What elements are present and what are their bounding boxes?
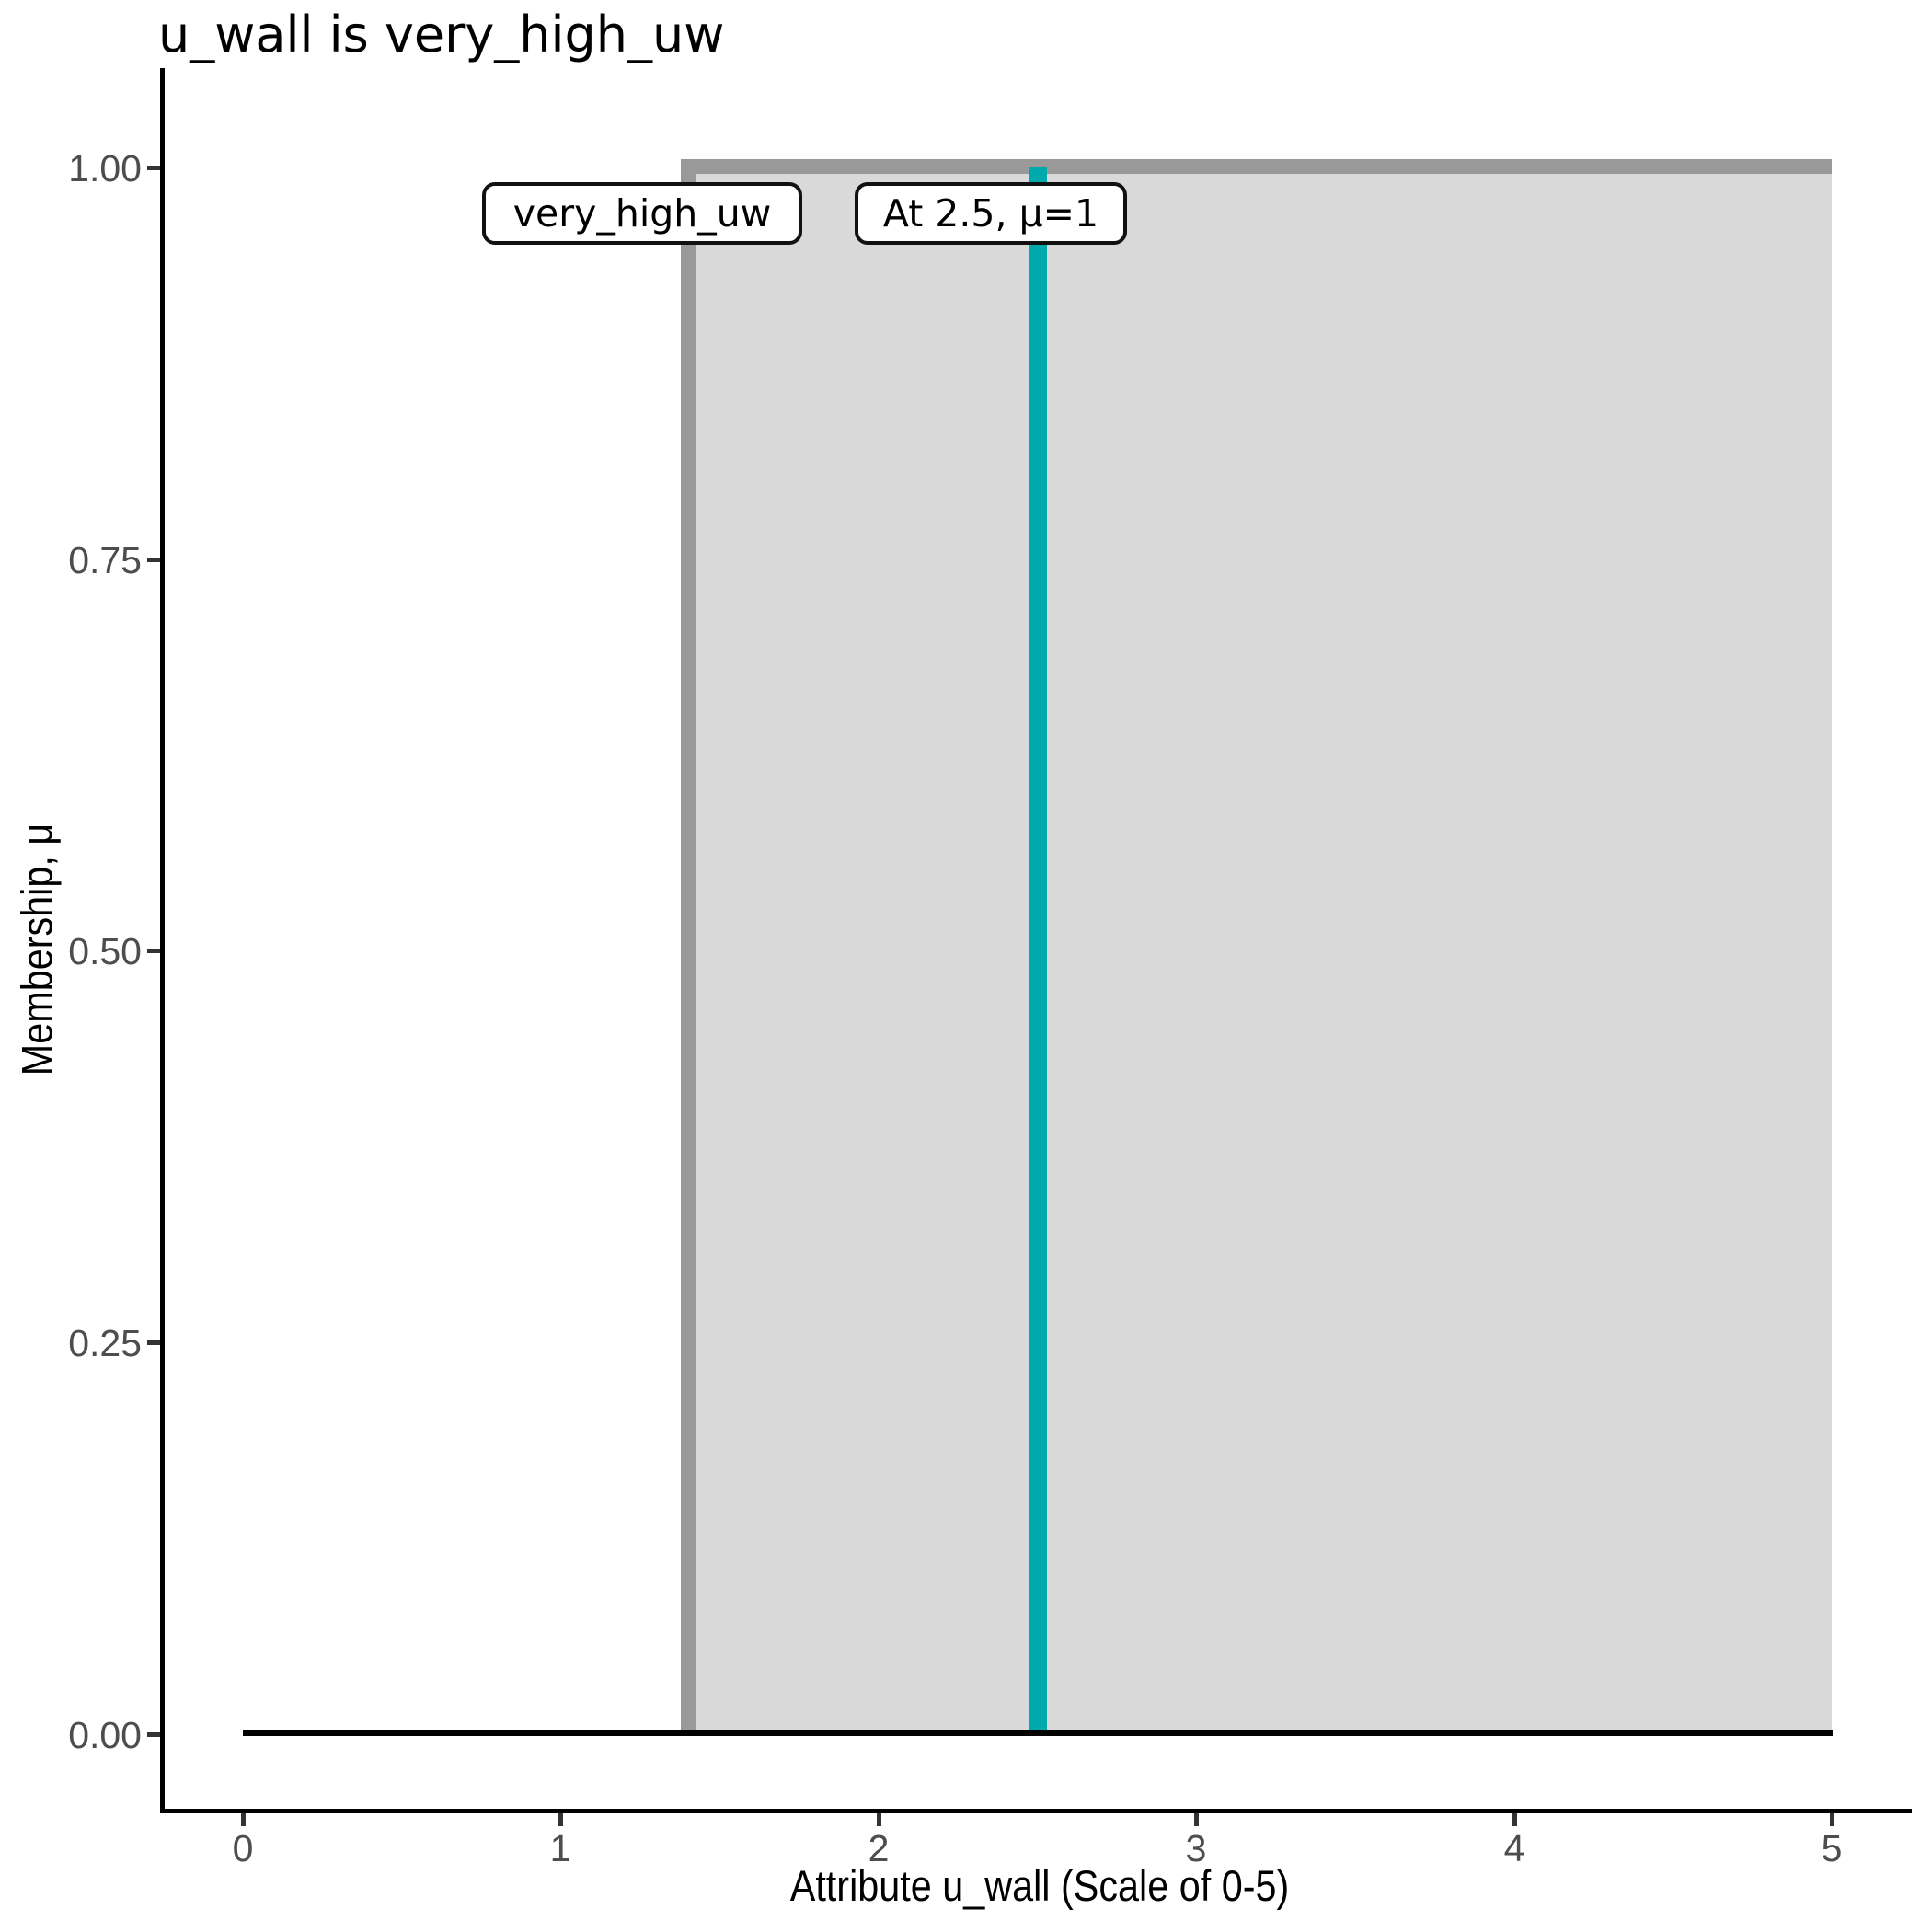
zero-membership-baseline (243, 1730, 1833, 1736)
x-tick-label: 2 (868, 1827, 890, 1869)
x-tick-label: 1 (549, 1827, 571, 1869)
x-tick-mark (241, 1813, 246, 1826)
plot-title: u_wall is very_high_uw (158, 6, 725, 63)
x-tick-mark (877, 1813, 881, 1826)
y-tick-label: 0.75 (68, 539, 142, 581)
set-name-label-box: very_high_uw (482, 182, 802, 245)
y-tick-label: 0.25 (68, 1322, 142, 1364)
y-tick-label: 1.00 (68, 147, 142, 190)
x-tick-mark (1830, 1813, 1834, 1826)
x-tick-mark (558, 1813, 563, 1826)
membership-area-fill (688, 167, 1832, 1732)
y-tick-mark (147, 1732, 160, 1737)
x-tick-label: 4 (1503, 1827, 1525, 1869)
x-tick-label: 5 (1821, 1827, 1843, 1869)
x-axis-line (160, 1809, 1912, 1813)
membership-value-label-box: At 2.5, μ=1 (855, 182, 1127, 245)
y-tick-label: 0.50 (68, 930, 142, 972)
membership-curve-left-edge (681, 159, 696, 1733)
x-tick-mark (1194, 1813, 1199, 1826)
input-value-line (1029, 167, 1047, 1732)
membership-value-label-text: At 2.5, μ=1 (882, 191, 1099, 236)
y-axis-title-text: Membership, μ (12, 822, 62, 1076)
x-tick-label: 0 (232, 1827, 254, 1869)
y-tick-mark (147, 1340, 160, 1345)
y-tick-label: 0.00 (68, 1714, 142, 1756)
membership-curve-top-edge (681, 159, 1832, 174)
x-axis-title: Attribute u_wall (Scale of 0-5) (789, 1861, 1290, 1910)
x-tick-mark (1512, 1813, 1517, 1826)
y-tick-mark (147, 166, 160, 170)
y-axis-line (160, 68, 165, 1813)
y-tick-mark (147, 558, 160, 562)
set-name-label-text: very_high_uw (512, 191, 772, 236)
y-tick-mark (147, 949, 160, 953)
x-tick-label: 3 (1185, 1827, 1207, 1869)
